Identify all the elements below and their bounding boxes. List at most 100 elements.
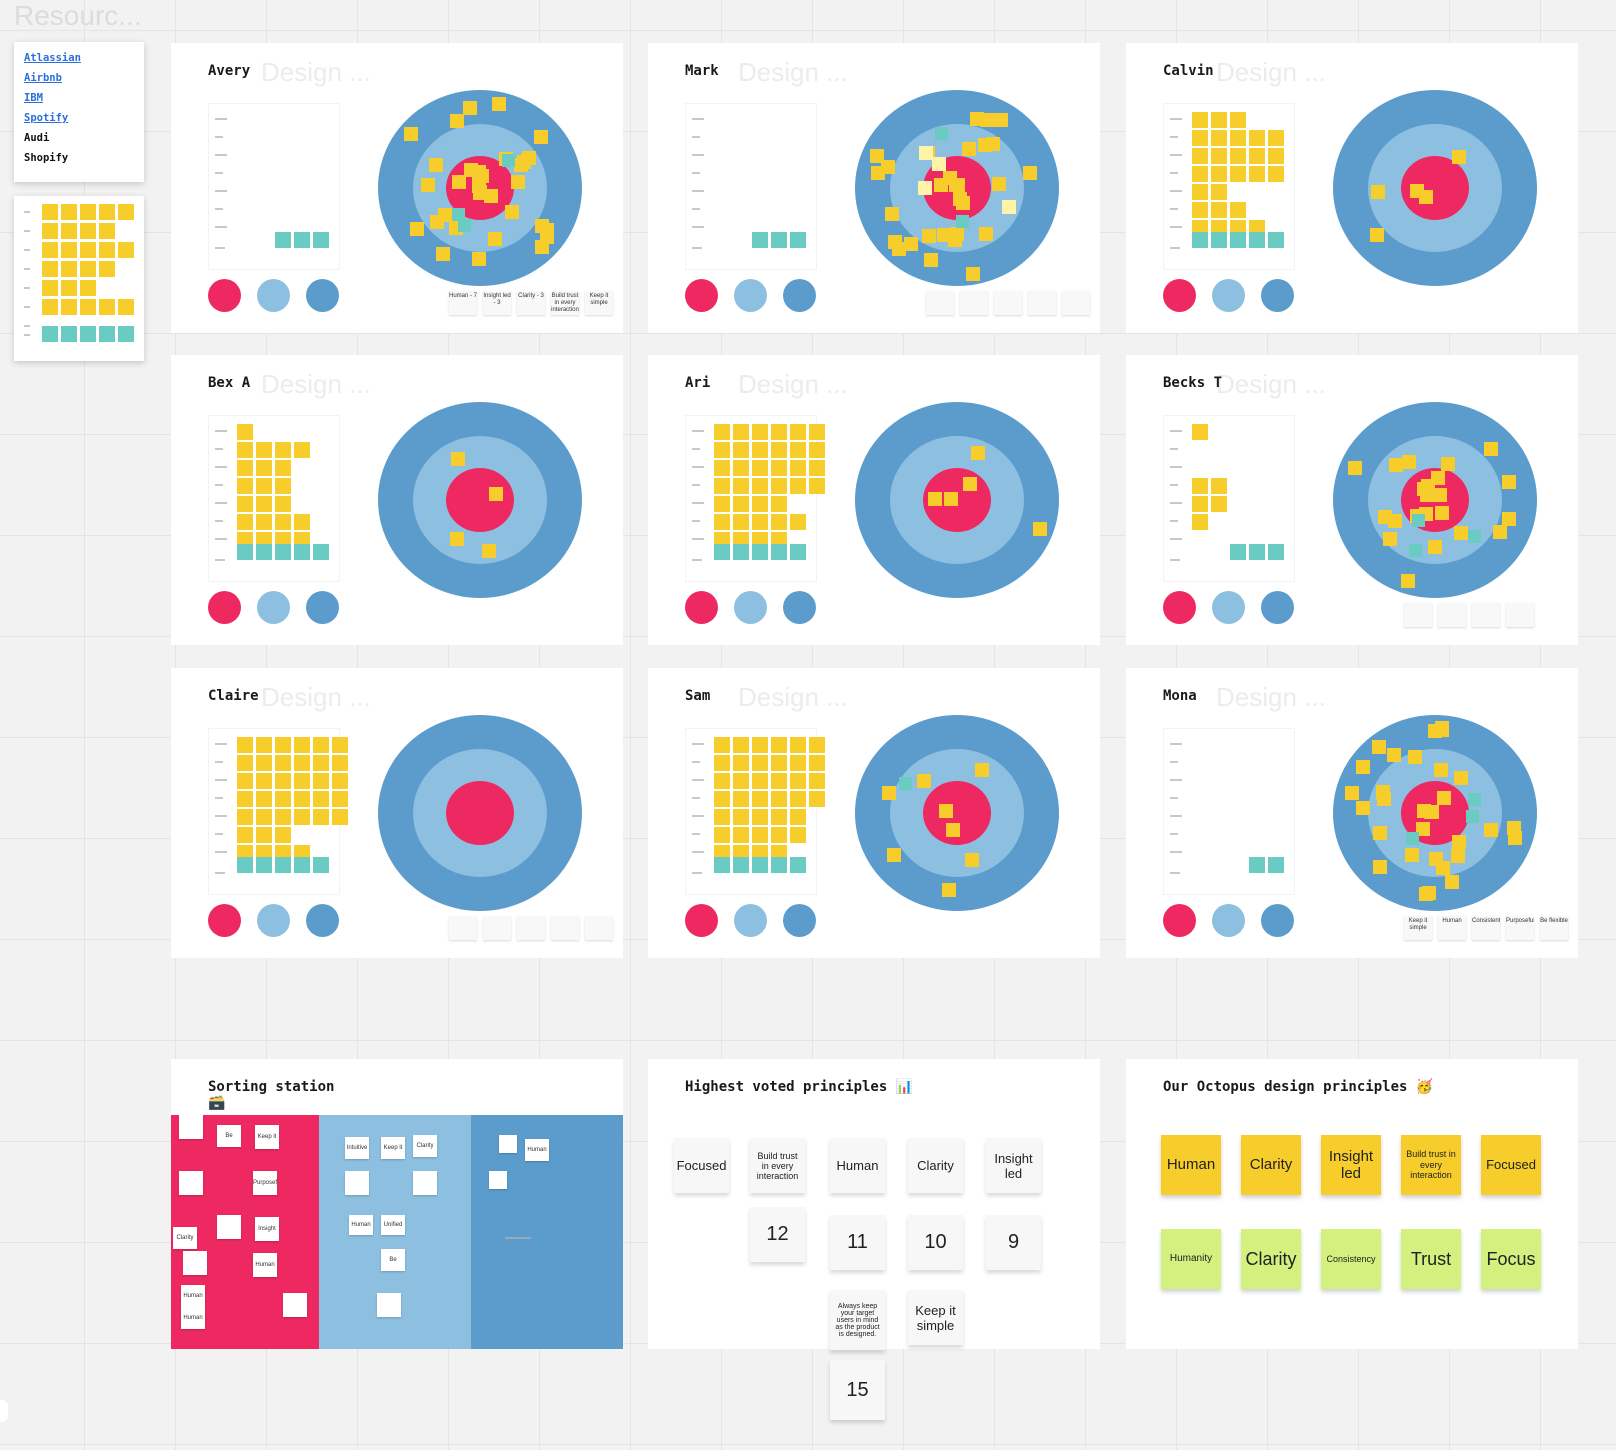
mini-note[interactable] — [483, 916, 511, 940]
link-spotify[interactable]: Spotify — [24, 112, 69, 124]
sorting-note[interactable] — [179, 1115, 203, 1139]
link-atlassian[interactable]: Atlassian — [24, 52, 81, 64]
vote-sticky — [733, 514, 749, 530]
mini-note[interactable] — [1506, 603, 1534, 627]
principle-note-yellow[interactable]: Human — [1161, 1135, 1221, 1195]
mini-note[interactable] — [449, 916, 477, 940]
mini-note[interactable]: Human — [1438, 916, 1466, 940]
mini-note[interactable] — [1404, 603, 1432, 627]
sorting-station-title: Sorting station 🗃️ — [208, 1079, 335, 1111]
octopus-principles-title: Our Octopus design principles 🥳 — [1163, 1079, 1434, 1095]
principle-note-green[interactable]: Consistency — [1321, 1229, 1381, 1289]
sorting-note[interactable] — [377, 1293, 401, 1317]
sorting-note[interactable]: Human — [253, 1253, 277, 1277]
mini-note[interactable]: Keep it simple — [585, 291, 613, 315]
mini-note[interactable] — [551, 916, 579, 940]
sorting-note[interactable] — [499, 1135, 517, 1153]
principle-note-green[interactable]: Clarity — [1241, 1229, 1301, 1289]
voted-principle-note[interactable]: Human — [830, 1138, 885, 1193]
sorting-note[interactable]: Human — [181, 1307, 205, 1329]
mini-note[interactable]: Human - 7 — [449, 291, 477, 315]
mini-note[interactable] — [1438, 603, 1466, 627]
sorting-note[interactable]: Unified — [381, 1215, 405, 1235]
highest-voted-frame[interactable]: Highest voted principles 📊 Focused Build … — [648, 1059, 1100, 1420]
sorting-note[interactable]: Intuitive — [345, 1137, 369, 1159]
mini-note[interactable] — [585, 916, 613, 940]
participant-frame[interactable]: Design ... Ari — [648, 355, 1100, 645]
participant-frame[interactable]: Design ... Mark — [648, 43, 1100, 333]
mini-note[interactable] — [1062, 291, 1090, 315]
sorting-station-frame[interactable]: Sorting station🗃️ Be flexible Keep it sim… — [171, 1059, 623, 1349]
participant-frame[interactable]: Design ... Calvin — [1126, 43, 1578, 333]
mini-note[interactable]: Clarity - 3 — [517, 291, 545, 315]
voted-principle-note[interactable]: Clarity — [908, 1138, 963, 1193]
sorting-note[interactable]: Keep it simple — [381, 1137, 405, 1159]
target-sticky — [1372, 739, 1387, 754]
legend-circle — [685, 591, 718, 624]
mini-note[interactable]: Keep it simple — [1404, 916, 1432, 940]
sorting-note[interactable]: Human — [349, 1215, 373, 1235]
mini-note[interactable]: Consistent — [1472, 916, 1500, 940]
mini-note[interactable] — [994, 291, 1022, 315]
sorting-note[interactable]: Keep it simple — [255, 1125, 279, 1149]
principle-note-green[interactable]: Focus — [1481, 1229, 1541, 1289]
mini-note[interactable]: Be flexible — [1540, 916, 1568, 940]
mini-note[interactable] — [960, 291, 988, 315]
sorting-note[interactable] — [217, 1215, 241, 1239]
voted-principle-note[interactable]: Build trust in every interaction — [750, 1138, 805, 1193]
sorting-note[interactable] — [283, 1293, 307, 1317]
vote-sticky — [714, 773, 730, 789]
vote-count-note[interactable]: 15 — [830, 1360, 885, 1420]
participant-frame[interactable]: Design ... Becks T — [1126, 355, 1578, 645]
participant-frame[interactable]: Design ... Bex A — [171, 355, 623, 645]
sorting-note[interactable] — [345, 1171, 369, 1195]
mini-note[interactable]: Insight led - 3 — [483, 291, 511, 315]
sorting-note[interactable]: Be flexible — [217, 1125, 241, 1147]
vote-count-note[interactable]: 9 — [986, 1215, 1041, 1270]
octopus-principles-frame[interactable]: Our Octopus design principles 🥳 Human Cla… — [1126, 1059, 1578, 1349]
mini-tick — [24, 249, 30, 251]
mini-note[interactable] — [1472, 603, 1500, 627]
link-audi[interactable]: Audi — [24, 132, 50, 144]
sorting-note[interactable]: Insight led — [255, 1217, 279, 1241]
sorting-note[interactable] — [183, 1251, 207, 1275]
principle-note-yellow[interactable]: Insight led — [1321, 1135, 1381, 1195]
sorting-note[interactable]: Clarity — [413, 1135, 437, 1157]
principle-note-green[interactable]: Trust — [1401, 1229, 1461, 1289]
mini-note[interactable] — [1028, 291, 1056, 315]
link-airbnb[interactable]: Airbnb — [24, 72, 62, 84]
vote-sticky — [294, 773, 310, 789]
principle-note-yellow[interactable]: Focused — [1481, 1135, 1541, 1195]
sorting-note[interactable]: Clarity — [173, 1227, 197, 1249]
corner-handle[interactable] — [0, 1400, 8, 1422]
mini-note[interactable] — [926, 291, 954, 315]
principle-note-green[interactable]: Humanity — [1161, 1229, 1221, 1289]
vote-count-note[interactable]: 10 — [908, 1215, 963, 1270]
participant-frame[interactable]: Design ... Claire — [171, 668, 623, 958]
participant-frame[interactable]: Design ... Mona Keep it simple Human Consist… — [1126, 668, 1578, 958]
participant-frame[interactable]: Design ... Sam — [648, 668, 1100, 958]
sorting-note[interactable]: Purposeful — [253, 1171, 277, 1195]
vote-count-note[interactable]: 12 — [750, 1207, 805, 1262]
mini-chart-panel[interactable] — [14, 196, 144, 361]
voted-principle-note[interactable]: Always keep your target users in mind as… — [830, 1290, 885, 1350]
sorting-note[interactable] — [179, 1171, 203, 1195]
mini-note[interactable] — [517, 916, 545, 940]
vote-count-note[interactable]: 11 — [830, 1215, 885, 1270]
principle-note-yellow[interactable]: Build trust in every interaction — [1401, 1135, 1461, 1195]
voted-principle-note[interactable]: Keep it simple — [908, 1290, 963, 1345]
link-shopify[interactable]: Shopify — [24, 152, 69, 164]
sorting-note[interactable]: Human — [181, 1285, 205, 1307]
principle-note-yellow[interactable]: Clarity — [1241, 1135, 1301, 1195]
voted-principle-note[interactable]: Focused — [674, 1138, 729, 1193]
mini-note[interactable]: Build trust in every interaction — [551, 291, 579, 315]
sorting-note[interactable]: Be flexible — [381, 1249, 405, 1271]
target-sticky — [962, 476, 977, 491]
sorting-note[interactable]: Human — [525, 1139, 549, 1161]
sorting-note[interactable] — [413, 1171, 437, 1195]
voted-principle-note[interactable]: Insight led — [986, 1138, 1041, 1193]
mini-note[interactable]: Purposeful — [1506, 916, 1534, 940]
link-ibm[interactable]: IBM — [24, 92, 43, 104]
sorting-note[interactable] — [489, 1171, 507, 1189]
